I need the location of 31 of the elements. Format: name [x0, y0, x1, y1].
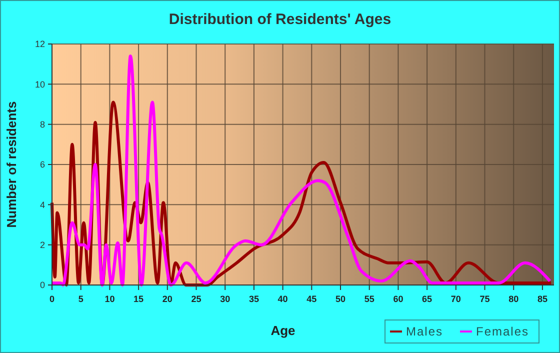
- x-tick-label: 10: [104, 294, 115, 304]
- x-tick-label: 35: [248, 294, 259, 304]
- y-tick-label: 12: [34, 39, 45, 50]
- x-tick-label: 45: [306, 294, 317, 304]
- y-tick-label: 4: [40, 200, 45, 210]
- x-tick-label: 60: [393, 294, 404, 304]
- legend-label: Males: [406, 324, 444, 339]
- x-tick-label: 30: [220, 294, 230, 304]
- x-tick-label: 5: [78, 294, 84, 304]
- y-axis-title: Number of residents: [4, 101, 19, 228]
- x-tick-label: 75: [480, 294, 490, 304]
- x-tick-label: 50: [336, 294, 346, 304]
- x-tick-label: 25: [191, 294, 202, 304]
- x-tick-label: 55: [364, 294, 374, 304]
- x-tick-label: 85: [537, 294, 548, 304]
- legend-label: Females: [476, 324, 530, 339]
- x-axis-title: Age: [270, 323, 296, 338]
- x-tick-label: 0: [49, 294, 55, 304]
- y-tick-label: 0: [40, 280, 45, 290]
- x-tick-label: 15: [134, 294, 144, 304]
- x-tick-label: 65: [422, 294, 432, 304]
- chart-title: Distribution of Residents' Ages: [168, 11, 392, 28]
- x-tick-label: 20: [162, 294, 172, 304]
- y-tick-label: 6: [40, 160, 45, 170]
- y-tick-label: 2: [40, 240, 45, 250]
- line-series: [50, 54, 552, 286]
- x-tick-label: 80: [508, 294, 519, 304]
- y-tick-label: 8: [40, 119, 45, 130]
- x-tick-label: 70: [450, 294, 461, 304]
- x-tick-label: 40: [278, 294, 288, 304]
- y-tick-label: 10: [34, 79, 45, 90]
